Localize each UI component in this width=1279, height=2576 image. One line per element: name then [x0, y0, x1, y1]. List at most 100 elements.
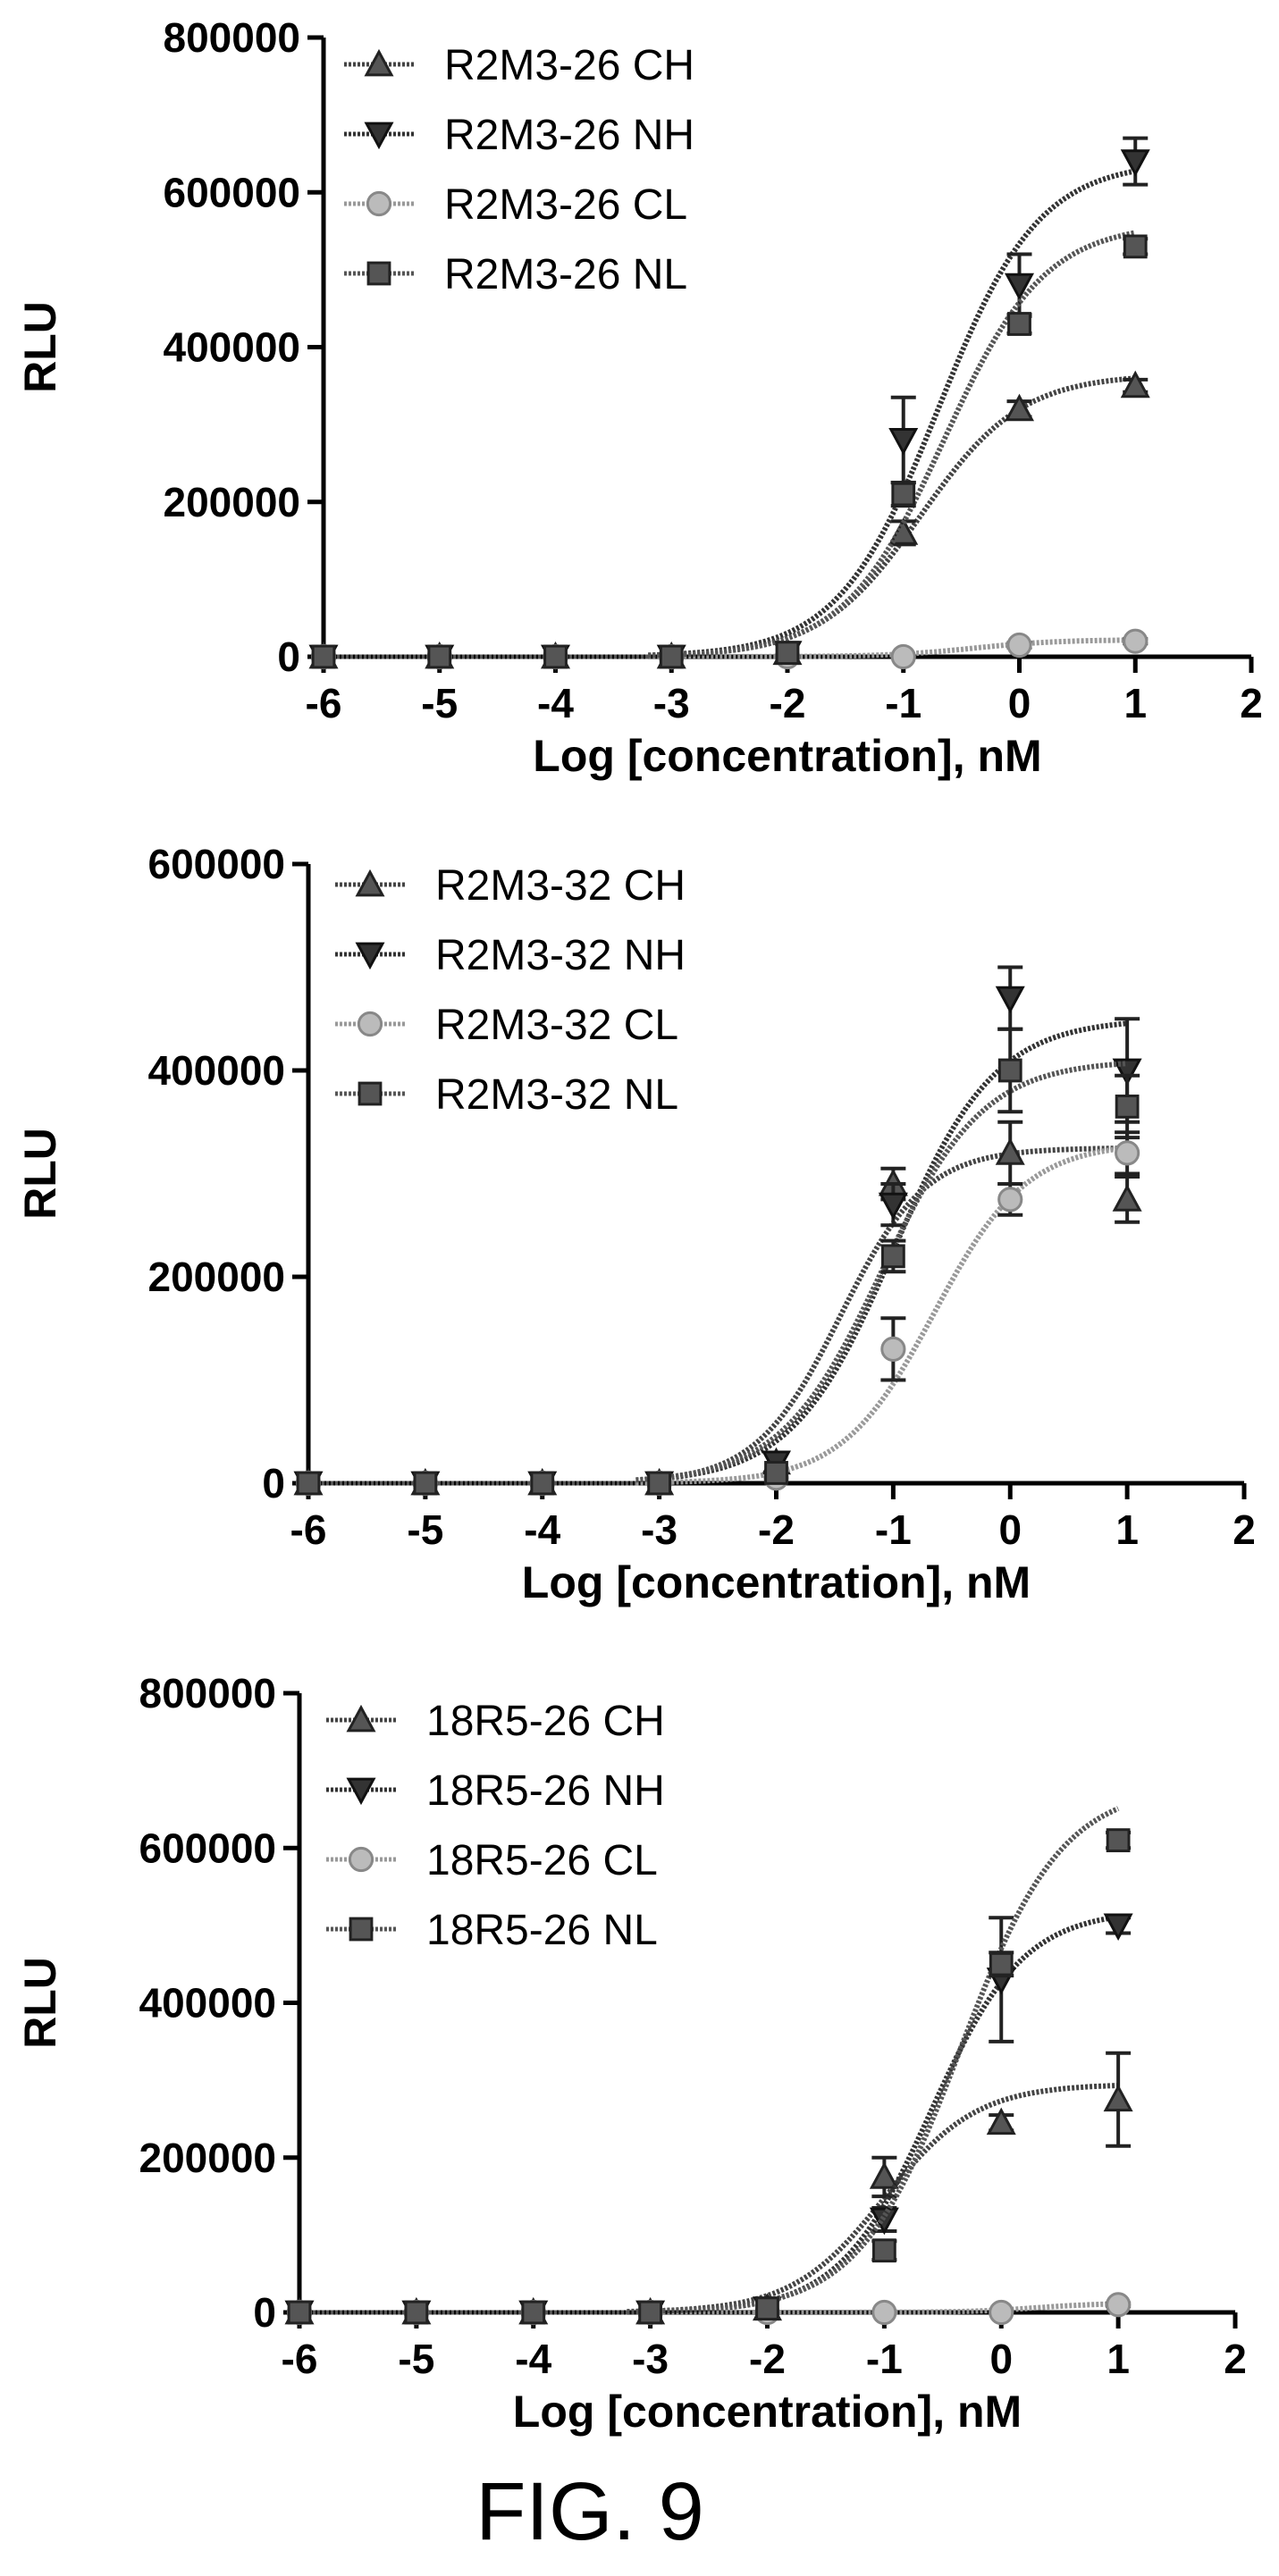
series-circle — [295, 1130, 1140, 1497]
x-tick-label: -6 — [306, 680, 342, 726]
series-square — [296, 1027, 1140, 1496]
data-point — [891, 482, 916, 507]
x-tick-label: 1 — [1107, 2336, 1130, 2382]
data-point — [427, 644, 452, 669]
data-point — [1006, 632, 1032, 659]
legend-marker — [349, 1917, 374, 1942]
x-tick-label: 1 — [1123, 680, 1147, 726]
data-point — [888, 428, 919, 456]
legend-marker — [366, 190, 392, 217]
chart-panel-3: 0 200000 400000 600000 800000 -6 -5 -4 -3 -2 -1 0 1 2… — [15, 1670, 1247, 2437]
figure-caption: FIG. 9 — [475, 2466, 704, 2557]
x-tick-label: 2 — [1240, 680, 1263, 726]
y-tick-label: 200000 — [164, 479, 301, 525]
data-point — [1120, 370, 1150, 399]
legend-marker — [364, 48, 394, 77]
legend: R2M3-32 CH R2M3-32 NH R2M3-32 CL R2M3-32 NL — [335, 862, 686, 1119]
data-point — [878, 1192, 908, 1221]
y-tick-label: 600000 — [148, 841, 286, 887]
y-tick-label: 0 — [277, 634, 300, 680]
x-tick-label: -1 — [885, 680, 921, 726]
x-tick-label: -6 — [290, 1506, 327, 1553]
data-point — [997, 1187, 1023, 1212]
legend: R2M3-26 CH R2M3-26 NH R2M3-26 CL R2M3-26 NL — [344, 42, 694, 298]
x-tick-label: -5 — [398, 2336, 434, 2382]
legend-marker — [357, 1011, 383, 1037]
legend-label: R2M3-26 NL — [444, 251, 687, 298]
legend-marker — [358, 1081, 383, 1106]
legend-marker — [366, 261, 391, 286]
chart-panel-2: 0 200000 400000 600000 -6 -5 -4 -3 -2 -1 0 1 2 Log [c… — [15, 841, 1256, 1607]
x-tick-label: 0 — [989, 2336, 1013, 2382]
y-axis-label: RLU — [15, 1957, 65, 2049]
y-tick-label: 600000 — [139, 1825, 277, 1871]
x-axis-label: Log [concentration], nM — [522, 1557, 1031, 1607]
data-point — [1112, 1184, 1142, 1212]
data-point — [413, 1471, 438, 1496]
fit-curve — [627, 2083, 1119, 2314]
data-point — [1103, 2084, 1133, 2112]
chart-panel-1: 0 200000 400000 600000 800000 -6 -5 -4 -3 -2 -1 0 1 2… — [15, 14, 1263, 781]
x-tick-label: -4 — [537, 680, 574, 726]
data-point — [1123, 234, 1148, 259]
legend-label: 18R5-26 CL — [426, 1837, 658, 1884]
x-tick-label: 1 — [1115, 1506, 1139, 1553]
data-point — [871, 2299, 897, 2326]
data-point — [995, 986, 1025, 1014]
y-axis-label: RLU — [15, 1128, 65, 1220]
y-tick-label: 200000 — [139, 2135, 277, 2181]
y-tick-label: 600000 — [164, 169, 301, 215]
legend-marker — [346, 1777, 376, 1806]
legend-marker — [346, 1704, 376, 1733]
legend-label: 18R5-26 NL — [426, 1907, 658, 1954]
x-tick-label: 0 — [1008, 680, 1031, 726]
x-tick-label: -6 — [282, 2336, 318, 2382]
x-tick-label: -2 — [749, 2336, 786, 2382]
data-point — [989, 2299, 1014, 2326]
legend-label: R2M3-32 NL — [435, 1071, 678, 1119]
x-tick-label: -5 — [421, 680, 458, 726]
data-point — [638, 2300, 663, 2325]
series-triangle-up — [308, 370, 1150, 669]
data-point — [1004, 393, 1035, 422]
data-point — [997, 1058, 1022, 1083]
x-tick-label: -4 — [524, 1506, 560, 1553]
legend-marker — [364, 122, 394, 150]
x-tick-label: 0 — [998, 1506, 1022, 1553]
legend-label: R2M3-32 NH — [435, 932, 686, 979]
chart-panels: 0 200000 400000 600000 800000 -6 -5 -4 -3 -2 -1 0 1 2… — [15, 14, 1263, 2437]
data-point — [287, 2300, 312, 2325]
x-tick-label: 2 — [1233, 1506, 1256, 1553]
data-point — [880, 1336, 906, 1362]
legend-label: R2M3-26 NH — [444, 112, 694, 159]
legend-label: R2M3-32 CH — [435, 862, 686, 910]
data-point — [1115, 1095, 1140, 1119]
data-point — [1106, 1828, 1131, 1852]
y-tick-label: 0 — [253, 2289, 276, 2336]
x-axis-label: Log [concentration], nM — [513, 2387, 1022, 2437]
series-square — [287, 1806, 1132, 2325]
data-point — [543, 644, 568, 669]
x-tick-label: -2 — [770, 680, 806, 726]
data-point — [659, 644, 684, 669]
x-tick-label: -4 — [515, 2336, 551, 2382]
x-axis-label: Log [concentration], nM — [533, 731, 1041, 781]
data-point — [764, 1461, 788, 1485]
data-point — [311, 644, 336, 669]
series-triangle-up — [284, 2051, 1133, 2325]
series-square — [311, 230, 1149, 669]
y-axis-label: RLU — [15, 301, 65, 393]
data-point — [995, 1137, 1025, 1165]
x-tick-label: -3 — [653, 680, 690, 726]
data-point — [989, 1951, 1014, 1976]
series-triangle-down — [293, 965, 1142, 1499]
data-point — [1004, 273, 1035, 301]
x-tick-label: -5 — [407, 1506, 443, 1553]
data-point — [647, 1471, 672, 1496]
fit-curve — [627, 1806, 1120, 2315]
legend-marker — [355, 868, 385, 897]
y-tick-label: 800000 — [164, 14, 301, 61]
data-point — [1007, 312, 1031, 336]
legend-label: 18R5-26 NH — [426, 1767, 665, 1815]
